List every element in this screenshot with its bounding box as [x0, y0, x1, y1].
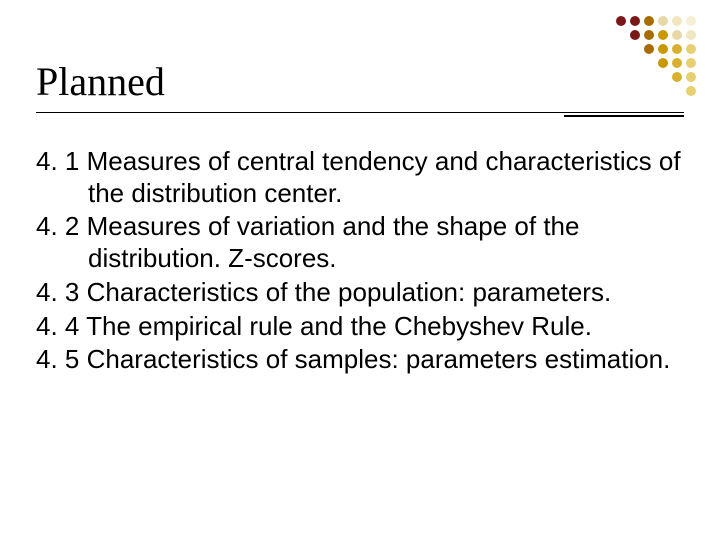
dot-icon	[630, 72, 640, 82]
dot-icon	[686, 58, 696, 68]
dot-icon	[644, 72, 654, 82]
dot-icon	[686, 16, 696, 26]
rule-short	[564, 115, 684, 117]
dot-icon	[630, 30, 640, 40]
body-text: 4. 1 Measures of central tendency and ch…	[36, 146, 684, 378]
dot-icon	[644, 30, 654, 40]
list-item: 4. 2 Measures of variation and the shape…	[36, 211, 684, 274]
list-item: 4. 1 Measures of central tendency and ch…	[36, 146, 684, 209]
dot-icon	[672, 16, 682, 26]
dot-icon	[616, 86, 626, 96]
dot-icon	[672, 30, 682, 40]
dot-icon	[686, 30, 696, 40]
dot-icon	[672, 58, 682, 68]
dot-icon	[658, 58, 668, 68]
dot-icon	[616, 30, 626, 40]
dot-icon	[616, 44, 626, 54]
dot-icon	[630, 44, 640, 54]
slide-title: Planned	[36, 58, 165, 105]
dot-icon	[616, 72, 626, 82]
dot-icon	[686, 86, 696, 96]
dot-icon	[630, 58, 640, 68]
list-item: 4. 3 Characteristics of the population: …	[36, 277, 684, 309]
dot-icon	[672, 72, 682, 82]
dot-icon	[644, 16, 654, 26]
dot-icon	[672, 86, 682, 96]
dot-icon	[658, 16, 668, 26]
dot-icon	[658, 30, 668, 40]
rule-long	[36, 112, 684, 113]
dot-icon	[630, 16, 640, 26]
dot-icon	[630, 86, 640, 96]
list-item: 4. 5 Characteristics of samples: paramet…	[36, 344, 684, 376]
dot-icon	[686, 44, 696, 54]
dot-icon	[686, 72, 696, 82]
dot-icon	[658, 86, 668, 96]
dot-icon	[658, 44, 668, 54]
decorative-dot-grid	[614, 14, 698, 98]
dot-icon	[616, 16, 626, 26]
list-item: 4. 4 The empirical rule and the Chebyshe…	[36, 311, 684, 343]
slide: { "title": "Planned", "items": [ "4. 1 M…	[0, 0, 720, 540]
dot-icon	[644, 44, 654, 54]
title-rule	[36, 112, 684, 117]
dot-icon	[658, 72, 668, 82]
dot-icon	[644, 58, 654, 68]
dot-icon	[644, 86, 654, 96]
dot-icon	[616, 58, 626, 68]
dot-icon	[672, 44, 682, 54]
